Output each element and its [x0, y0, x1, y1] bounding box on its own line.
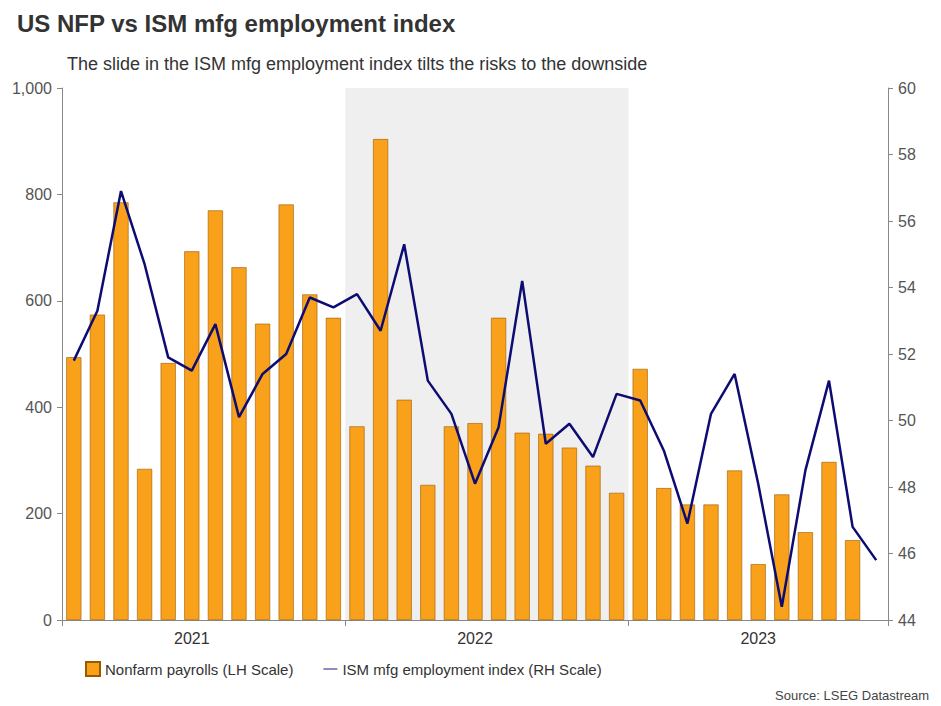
svg-text:0: 0 — [43, 612, 52, 629]
svg-text:52: 52 — [898, 346, 916, 363]
svg-text:US NFP vs ISM mfg employment i: US NFP vs ISM mfg employment index — [17, 10, 456, 37]
svg-text:60: 60 — [898, 80, 916, 97]
svg-text:1,000: 1,000 — [12, 80, 52, 97]
svg-text:ISM mfg employment index (RH S: ISM mfg employment index (RH Scale) — [342, 661, 601, 678]
svg-text:Nonfarm payrolls (LH Scale): Nonfarm payrolls (LH Scale) — [105, 661, 293, 678]
svg-text:2023: 2023 — [740, 630, 776, 647]
svg-text:56: 56 — [898, 213, 916, 230]
svg-text:600: 600 — [25, 292, 52, 309]
svg-text:200: 200 — [25, 505, 52, 522]
svg-text:50: 50 — [898, 412, 916, 429]
svg-text:800: 800 — [25, 186, 52, 203]
svg-text:2022: 2022 — [457, 630, 493, 647]
svg-text:44: 44 — [898, 612, 916, 629]
svg-text:Source: LSEG Datastream: Source: LSEG Datastream — [775, 688, 929, 703]
svg-text:54: 54 — [898, 279, 916, 296]
svg-text:The slide in the ISM mfg emplo: The slide in the ISM mfg employment inde… — [67, 54, 647, 74]
svg-text:2021: 2021 — [174, 630, 210, 647]
svg-text:400: 400 — [25, 399, 52, 416]
svg-text:58: 58 — [898, 146, 916, 163]
svg-text:46: 46 — [898, 545, 916, 562]
svg-text:48: 48 — [898, 479, 916, 496]
